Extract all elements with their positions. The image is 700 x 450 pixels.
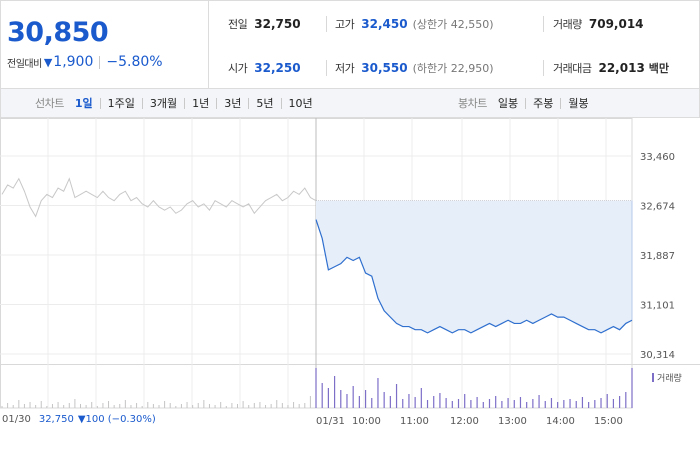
stat-trade-value: 거래대금 22,013 백만 [553, 60, 669, 76]
stat-label: 고가 [335, 18, 355, 31]
prev-day-date: 01/30 [2, 414, 31, 425]
change-percent: −5.80% [106, 54, 163, 70]
prev-day-close: 32,750 [38, 414, 74, 425]
stat-prev-close: 전일 32,750 [228, 16, 301, 32]
price-chart: 33,460 32,674 31,887 31,101 30,314 01/31 10:00… [0, 118, 700, 450]
today-price-line [315, 219, 633, 334]
stock-summary: 30,850 전일대비 ▼ 1,900 −5.80% 전일 32,750 고가 … [0, 0, 700, 89]
y-tick-label: 33,460 [640, 152, 675, 163]
price-change: 전일대비 ▼ 1,900 −5.80% [7, 54, 163, 70]
stat-value: 32,450 [361, 17, 408, 31]
divider [216, 97, 218, 109]
x-tick-label: 10:00 [352, 416, 381, 427]
stat-label: 저가 [335, 62, 355, 75]
candle-monthly[interactable]: 월봉 [568, 97, 589, 110]
divider [280, 97, 282, 109]
y-tick-label: 32,674 [640, 202, 675, 213]
x-tick-label: 15:00 [594, 416, 623, 427]
candle-weekly[interactable]: 주봉 [533, 97, 554, 110]
stat-label: 거래대금 [553, 62, 592, 75]
chart-toolbar: 선차트 1일 1주일 3개월 1년 3년 5년 10년 봉차트 일봉 주봉 월봉 [0, 89, 700, 118]
x-tick-label: 11:00 [400, 416, 429, 427]
period-3m[interactable]: 3개월 [149, 97, 178, 110]
stats-row-1: 전일 32,750 고가 32,450 (상한가 42,550) 거래량 709… [210, 2, 699, 46]
stat-label: 시가 [228, 62, 248, 75]
stat-value: 709,014 [588, 17, 644, 31]
x-tick-label: 13:00 [498, 416, 527, 427]
stat-low: 저가 30,550 (하한가 22,950) [335, 60, 494, 76]
upper-limit: (상한가 42,550) [412, 18, 494, 31]
divider [184, 97, 186, 109]
volume-legend-swatch [652, 373, 654, 382]
lower-limit: (하한가 22,950) [412, 62, 494, 75]
stat-value: 22,013 [598, 61, 645, 75]
stat-label: 거래량 [553, 18, 582, 31]
divider [248, 97, 250, 109]
period-5y[interactable]: 5년 [256, 97, 274, 110]
period-1d[interactable]: 1일 [74, 97, 93, 110]
divider [560, 97, 562, 109]
price-box: 30,850 전일대비 ▼ 1,900 −5.80% [1, 1, 209, 88]
line-chart-periods: 선차트 1일 1주일 3개월 1년 3년 5년 10년 [35, 89, 314, 117]
stat-unit: 백만 [648, 62, 670, 75]
divider [326, 16, 327, 32]
divider [525, 97, 527, 109]
stat-value: 32,250 [254, 61, 301, 75]
y-tick-label: 31,887 [640, 251, 675, 262]
candle-chart-periods: 봉차트 일봉 주봉 월봉 [458, 89, 590, 117]
stat-value: 32,750 [254, 17, 301, 31]
volume-legend-label: 거래량 [657, 374, 682, 384]
x-tick-label: 12:00 [450, 416, 479, 427]
volume-legend: 거래량 [652, 371, 682, 384]
period-10y[interactable]: 10년 [288, 97, 313, 110]
change-label: 전일대비 [7, 58, 42, 70]
stats-panel: 전일 32,750 고가 32,450 (상한가 42,550) 거래량 709… [210, 1, 699, 88]
divider [99, 55, 101, 69]
divider [543, 16, 544, 32]
divider [326, 60, 327, 76]
y-tick-label: 30,314 [640, 350, 675, 361]
stat-open: 시가 32,250 [228, 60, 301, 76]
candle-chart-title: 봉차트 [458, 97, 487, 110]
chart-svg: 33,460 32,674 31,887 31,101 30,314 01/31 10:00… [0, 118, 700, 427]
x-tick-label: 01/31 [316, 416, 345, 427]
change-value: 1,900 [53, 54, 94, 70]
prev-day-info: 01/30 32,750 ▼100 (−0.30%) [2, 414, 156, 425]
period-3y[interactable]: 3년 [224, 97, 242, 110]
candle-daily[interactable]: 일봉 [497, 97, 519, 110]
down-arrow-icon: ▼ [43, 55, 53, 69]
stat-high: 고가 32,450 (상한가 42,550) [335, 16, 494, 32]
stat-volume: 거래량 709,014 [553, 16, 644, 32]
prev-day-line [1, 177, 317, 218]
stat-value: 30,550 [361, 61, 408, 75]
stat-label: 전일 [228, 18, 248, 31]
y-tick-label: 31,101 [640, 301, 675, 312]
divider [141, 97, 143, 109]
divider [543, 60, 544, 76]
prev-day-change: ▼100 (−0.30%) [77, 414, 156, 425]
x-tick-label: 14:00 [546, 416, 575, 427]
period-1w[interactable]: 1주일 [107, 97, 135, 110]
line-chart-title: 선차트 [35, 97, 64, 110]
divider [99, 97, 101, 109]
period-1y[interactable]: 1년 [192, 97, 210, 110]
stats-row-2: 시가 32,250 저가 30,550 (하한가 22,950) 거래대금 22… [210, 46, 699, 90]
current-price: 30,850 [7, 17, 109, 48]
below-prev-close-fill [316, 200, 632, 333]
